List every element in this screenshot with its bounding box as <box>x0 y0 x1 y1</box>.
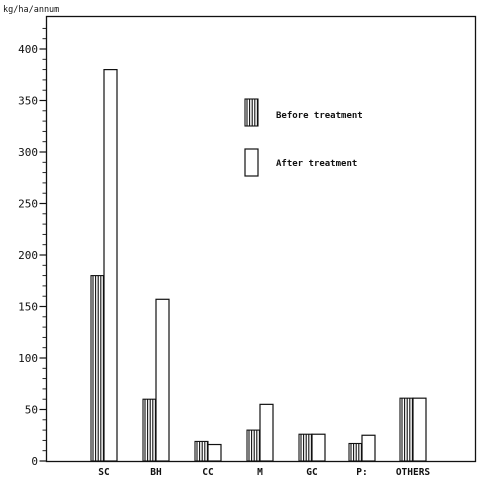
category-label: GC <box>306 467 318 478</box>
category-label: CC <box>202 467 214 478</box>
bar-before-cc <box>194 440 209 462</box>
category-label: M <box>257 467 263 478</box>
legend-swatch-before <box>244 98 259 127</box>
bar-after-sc <box>103 68 118 462</box>
bar-after-others <box>412 397 427 462</box>
bar-after-gc <box>311 433 326 462</box>
bar-before-p <box>348 442 363 462</box>
bar-after-p <box>361 434 376 462</box>
y-tick-label: 350 <box>18 95 38 108</box>
legend-label-after: After treatment <box>276 159 357 169</box>
legend-swatch-after <box>244 148 259 177</box>
bar-after-m <box>259 403 274 462</box>
category-label: BH <box>150 467 162 478</box>
y-tick-label: 100 <box>18 352 38 365</box>
y-tick-label: 50 <box>25 404 38 417</box>
y-axis-ticks: 0 50 100 150 200 250 300 350 400 <box>18 27 47 468</box>
y-tick-label: 250 <box>18 198 38 211</box>
category-label: SC <box>98 467 110 478</box>
bar-before-m <box>246 429 261 462</box>
y-tick-label: 300 <box>18 146 38 159</box>
bar-before-bh <box>142 398 157 462</box>
bar-before-gc <box>298 433 313 462</box>
y-tick-label: 200 <box>18 249 38 262</box>
bar-after-cc <box>207 443 222 462</box>
bar-after-bh <box>155 298 170 462</box>
bar-before-sc <box>90 275 105 462</box>
category-label: OTHERS <box>396 467 431 478</box>
bars <box>90 68 427 462</box>
unit-label: kg/ha/annum <box>3 5 59 15</box>
y-tick-label: 150 <box>18 301 38 314</box>
bar-before-others <box>399 397 414 462</box>
y-tick-label: 0 <box>31 455 38 468</box>
category-labels: SC BH CC M GC P: OTHERS <box>98 467 430 478</box>
legend: Before treatment After treatment <box>244 98 363 177</box>
y-tick-label: 400 <box>18 43 38 56</box>
category-label: P: <box>356 467 367 478</box>
legend-label-before: Before treatment <box>276 111 363 121</box>
